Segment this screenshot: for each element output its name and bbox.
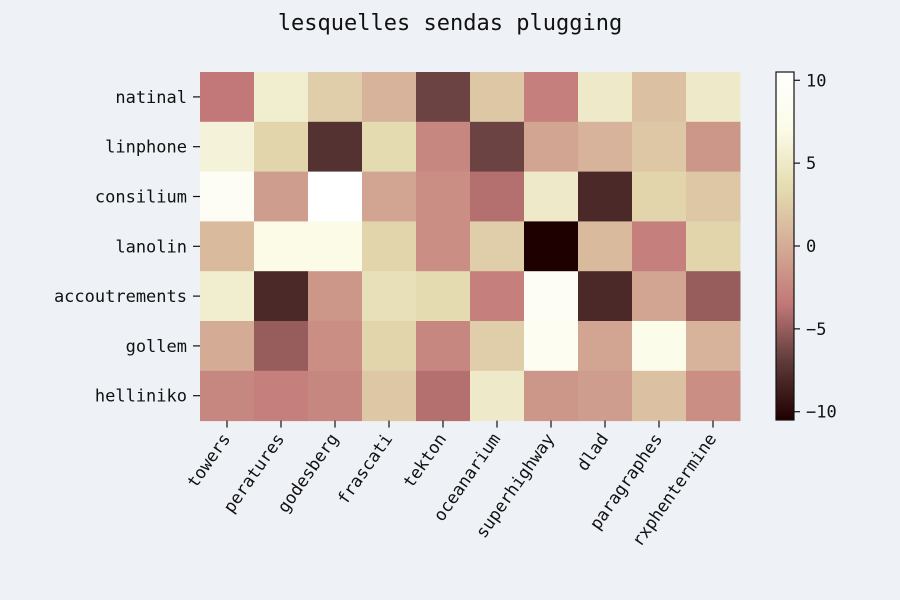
heatmap-cell-gollem-frascati xyxy=(362,321,417,372)
heatmap-cell-natinal-oceanarium xyxy=(470,72,525,123)
heatmap-cell-helliniko-oceanarium xyxy=(470,370,525,422)
y-tick-label: consilium xyxy=(95,188,187,208)
heatmap-cell-linphone-oceanarium xyxy=(470,121,525,173)
heatmap-cell-lanolin-tekton xyxy=(416,221,471,272)
heatmap-cell-helliniko-rxphentermine xyxy=(686,370,741,422)
heatmap-cell-helliniko-towers xyxy=(200,370,255,422)
heatmap-cell-natinal-superhighway xyxy=(524,72,579,123)
x-tick-label: frascati xyxy=(334,430,397,509)
heatmap-cell-lanolin-dlad xyxy=(578,221,633,272)
heatmap-cell-natinal-godesberg xyxy=(308,72,363,123)
heatmap-cell-consilium-oceanarium xyxy=(470,171,525,222)
colorbar: −10 −5 0 5 10 xyxy=(775,71,837,423)
heatmap-cell-consilium-dlad xyxy=(578,171,633,222)
heatmap-cell-lanolin-godesberg xyxy=(308,221,363,272)
heatmap-cell-gollem-dlad xyxy=(578,321,633,372)
heatmap-cell-natinal-rxphentermine xyxy=(686,72,741,123)
heatmap-cell-lanolin-superhighway xyxy=(524,221,579,272)
heatmap-cell-accoutrements-paragraphes xyxy=(632,271,687,322)
heatmap-cell-gollem-towers xyxy=(200,321,255,372)
heatmap-cell-natinal-dlad xyxy=(578,72,633,123)
heatmap-cell-accoutrements-frascati xyxy=(362,271,417,322)
heatmap-cell-accoutrements-dlad xyxy=(578,271,633,322)
chart-title: lesquelles sendas plugging xyxy=(278,11,622,36)
heatmap-cell-gollem-tekton xyxy=(416,321,471,372)
heatmap-cell-consilium-peratures xyxy=(254,171,309,222)
heatmap-cell-linphone-towers xyxy=(200,121,255,173)
heatmap-cell-lanolin-towers xyxy=(200,221,255,272)
heatmap-cell-lanolin-paragraphes xyxy=(632,221,687,272)
x-tick-label: towers xyxy=(183,430,235,492)
heatmap-cell-helliniko-tekton xyxy=(416,370,471,422)
y-tick-label: helliniko xyxy=(95,387,187,407)
heatmap-cell-helliniko-paragraphes xyxy=(632,370,687,422)
heatmap-cell-natinal-tekton xyxy=(416,72,471,123)
y-tick-label: gollem xyxy=(126,337,187,357)
colorbar-gradient xyxy=(775,71,795,421)
heatmap-cell-natinal-paragraphes xyxy=(632,72,687,123)
heatmap-cell-lanolin-peratures xyxy=(254,221,309,272)
y-tick-label: accoutrements xyxy=(54,287,187,307)
heatmap-cell-gollem-oceanarium xyxy=(470,321,525,372)
heatmap-cell-linphone-tekton xyxy=(416,121,471,173)
heatmap-cell-lanolin-oceanarium xyxy=(470,221,525,272)
colorbar-tick-label: −10 xyxy=(806,403,837,423)
heatmap-cell-linphone-rxphentermine xyxy=(686,121,741,173)
heatmap-cell-accoutrements-tekton xyxy=(416,271,471,322)
y-tick-label: lanolin xyxy=(115,237,187,257)
heatmap-cell-helliniko-godesberg xyxy=(308,370,363,422)
y-axis: natinal linphone consilium lanolin accoutrem… xyxy=(54,88,200,407)
heatmap-cell-consilium-tekton xyxy=(416,171,471,222)
heatmap-cell-natinal-towers xyxy=(200,72,255,123)
heatmap-cell-gollem-paragraphes xyxy=(632,321,687,372)
heatmap-cell-accoutrements-peratures xyxy=(254,271,309,322)
heatmap-cell-helliniko-peratures xyxy=(254,370,309,422)
heatmap-cell-linphone-dlad xyxy=(578,121,633,173)
heatmap-cell-helliniko-superhighway xyxy=(524,370,579,422)
y-tick-label: linphone xyxy=(105,138,187,158)
heatmap-cell-gollem-superhighway xyxy=(524,321,579,372)
colorbar-tick-label: 5 xyxy=(806,154,816,174)
heatmap-cell-consilium-superhighway xyxy=(524,171,579,222)
y-tick-label: natinal xyxy=(115,88,187,108)
heatmap-cell-linphone-frascati xyxy=(362,121,417,173)
heatmap-cell-gollem-peratures xyxy=(254,321,309,372)
heatmap-cell-linphone-peratures xyxy=(254,121,309,173)
heatmap-cell-natinal-peratures xyxy=(254,72,309,123)
heatmap-cell-gollem-rxphentermine xyxy=(686,321,741,372)
colorbar-tick-label: −5 xyxy=(806,320,826,340)
heatmap-cell-consilium-frascati xyxy=(362,171,417,222)
heatmap-cell-accoutrements-oceanarium xyxy=(470,271,525,322)
x-tick-label: tekton xyxy=(399,430,451,492)
heatmap-cell-consilium-paragraphes xyxy=(632,171,687,222)
heatmap-cell-accoutrements-superhighway xyxy=(524,271,579,322)
heatmap-cell-helliniko-frascati xyxy=(362,370,417,422)
heatmap-cells xyxy=(200,72,741,422)
heatmap-cell-lanolin-frascati xyxy=(362,221,417,272)
heatmap-cell-linphone-superhighway xyxy=(524,121,579,173)
heatmap-cell-gollem-godesberg xyxy=(308,321,363,372)
heatmap-cell-accoutrements-rxphentermine xyxy=(686,271,741,322)
heatmap-cell-accoutrements-towers xyxy=(200,271,255,322)
heatmap-cell-natinal-frascati xyxy=(362,72,417,123)
x-tick-label: dlad xyxy=(573,430,613,475)
heatmap-cell-consilium-towers xyxy=(200,171,255,222)
heatmap-cell-linphone-godesberg xyxy=(308,121,363,173)
colorbar-tick-label: 10 xyxy=(806,71,826,91)
heatmap-cell-consilium-rxphentermine xyxy=(686,171,741,222)
heatmap-cell-linphone-paragraphes xyxy=(632,121,687,173)
heatmap-cell-consilium-godesberg xyxy=(308,171,363,222)
colorbar-tick-label: 0 xyxy=(806,237,816,257)
heatmap-cell-accoutrements-godesberg xyxy=(308,271,363,322)
heatmap-cell-helliniko-dlad xyxy=(578,370,633,422)
heatmap-cell-lanolin-rxphentermine xyxy=(686,221,741,272)
